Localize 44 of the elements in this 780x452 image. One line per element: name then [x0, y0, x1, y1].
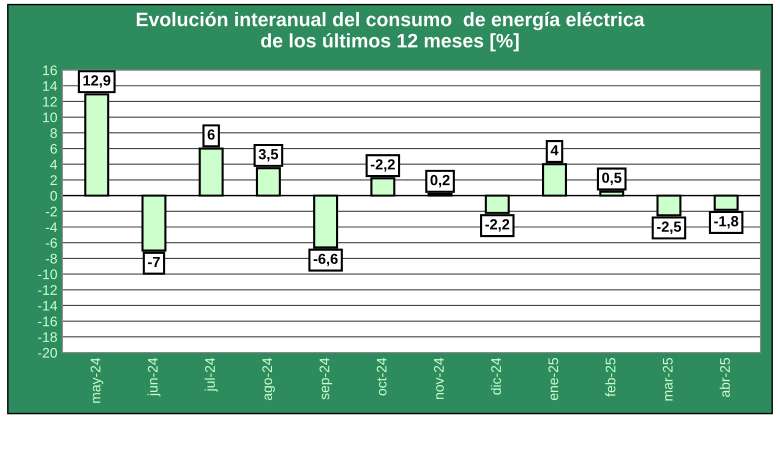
data-label: 0,5 — [602, 172, 622, 186]
data-label: -1,8 — [714, 216, 738, 228]
y-tick-label: 12 — [43, 96, 57, 106]
y-tick-label: 2 — [50, 175, 57, 185]
y-tick-label: -12 — [38, 285, 57, 295]
y-tick-label: 0 — [50, 190, 57, 201]
data-label: 12,9 — [83, 75, 110, 88]
y-tick-label: -2 — [46, 206, 57, 216]
y-tick-label: 6 — [50, 144, 57, 154]
y-tick-label: -6 — [46, 238, 57, 248]
data-label: -7 — [148, 256, 160, 268]
y-tick-label: -14 — [38, 300, 58, 311]
y-tick-label: -10 — [38, 269, 57, 280]
x-tick-label: may-24 — [90, 358, 104, 403]
data-label: 3,5 — [258, 149, 278, 162]
y-tick-label: 10 — [43, 112, 57, 122]
data-label: 0,2 — [430, 174, 450, 188]
data-label: 6 — [208, 129, 215, 140]
x-tick-label: dic-24 — [490, 358, 502, 395]
y-tick-label: -18 — [38, 332, 57, 342]
data-label: -6,6 — [314, 254, 338, 266]
x-tick-label: ago-24 — [262, 358, 275, 400]
x-tick-label: ene-25 — [548, 358, 558, 400]
x-tick-label: feb-25 — [605, 358, 616, 397]
chart-title: Evolución interanual del consumo de energía eléctrica de los últimos 12 meses [%] — [136, 12, 645, 52]
y-tick-label: -20 — [38, 348, 57, 358]
y-tick-label: 14 — [43, 81, 58, 91]
x-tick-label: sep-24 — [320, 358, 332, 400]
x-tick-label: jul-24 — [204, 358, 218, 392]
y-tick-label: -4 — [46, 222, 58, 232]
x-tick-label: abr-25 — [720, 358, 730, 397]
y-tick-label: 16 — [43, 65, 57, 76]
x-tick-label: mar-25 — [662, 358, 673, 400]
x-tick-label: nov-24 — [434, 358, 444, 399]
x-tick-label: jun-24 — [147, 358, 160, 396]
y-tick-label: -8 — [46, 254, 57, 264]
y-tick-label: -16 — [38, 316, 57, 326]
x-tick-label: oct-24 — [376, 358, 387, 396]
y-tick-label: 4 — [50, 160, 58, 170]
data-label: -2,5 — [656, 222, 682, 234]
y-tick-label: 8 — [50, 128, 57, 138]
data-label: -2,2 — [485, 219, 510, 232]
data-label: 4 — [550, 145, 558, 156]
annotation: -2,2 — [370, 159, 395, 172]
